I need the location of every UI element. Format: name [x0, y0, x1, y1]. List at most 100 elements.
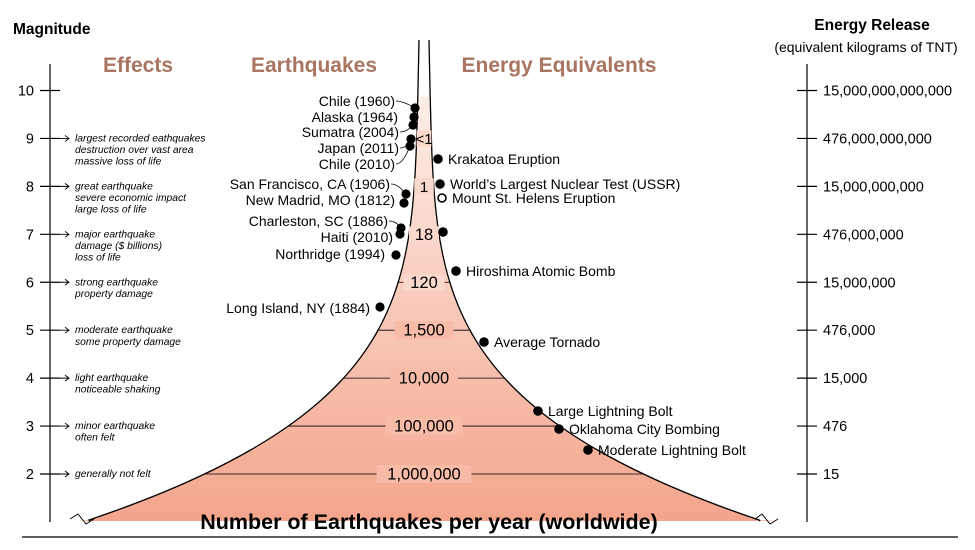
frequency-label: 100,000 — [394, 418, 454, 436]
earthquake-label: Alaska (1964) — [312, 109, 398, 125]
effect-arrow-icon — [60, 326, 70, 334]
energy-marker — [554, 424, 564, 434]
frequency-labels: <1 1 18 120 1,500 10,000 100,000 1,000,000 — [376, 130, 472, 484]
earthquake-marker — [375, 302, 385, 312]
energy-label: Moderate Lightning Bolt — [598, 442, 746, 458]
effect-text: generally not felt — [75, 469, 152, 480]
earthquake-label: Haiti (2010) — [321, 229, 393, 245]
energy-tick-label: 476 — [823, 419, 847, 435]
axis-break-left-icon — [69, 513, 95, 525]
energy-marker — [433, 154, 443, 164]
magnitude-tick-label: 4 — [26, 371, 34, 387]
energy-marker — [479, 337, 489, 347]
magnitude-tick-label: 6 — [26, 275, 34, 291]
frequency-label: 10,000 — [399, 370, 449, 388]
earthquake-label: San Francisco, CA (1906) — [230, 176, 390, 192]
frequency-label: 1,000,000 — [387, 466, 460, 484]
frequency-label-bg — [394, 321, 454, 340]
energy-label: Average Tornado — [494, 334, 600, 350]
energy-marker — [451, 266, 461, 276]
energy-axis-title: Energy Release — [814, 17, 930, 34]
effect-arrow-icon — [60, 422, 70, 430]
energy-tick-label: 476,000,000,000 — [823, 131, 932, 147]
earthquake-label: Chile (1960) — [319, 93, 395, 109]
effect-text: moderate earthquake — [75, 325, 173, 336]
frequency-label-bg — [414, 178, 434, 195]
energy-label: Large Lightning Bolt — [548, 403, 673, 419]
magnitude-ticks: 10 9 8 7 6 5 4 3 2 — [18, 84, 60, 483]
energy-label: Mount St. Helens Eruption — [452, 190, 615, 206]
effect-text: severe economic impact — [75, 193, 187, 204]
magnitude-tick-label: 8 — [26, 179, 34, 195]
frequency-label: <1 — [415, 131, 432, 148]
frequency-label: 1 — [420, 179, 428, 196]
earthquake-marker — [409, 112, 419, 122]
effect-text: largest recorded eathquakes — [75, 133, 206, 144]
effect-arrow-icon — [60, 278, 70, 286]
energy-marker-hollow — [437, 193, 447, 203]
frequency-funnel — [78, 97, 778, 521]
effect-text: property damage — [74, 289, 153, 300]
magnitude-tick-label: 3 — [26, 419, 34, 435]
effect-text: minor earthquake — [75, 421, 155, 432]
effect-arrow-icon — [60, 470, 70, 478]
magnitude-tick-label: 7 — [26, 227, 34, 243]
effect-text: massive loss of life — [75, 157, 162, 168]
energy-tick-label: 15,000,000,000 — [823, 179, 924, 195]
effect-text: destruction over vast area — [75, 145, 194, 156]
frequency-label-bg — [376, 465, 472, 483]
energy-label: Krakatoa Eruption — [448, 151, 560, 167]
energy-ticks: 15,000,000,000,000 476,000,000,000 15,000,… — [797, 84, 952, 483]
effect-text: often felt — [75, 433, 116, 444]
earthquake-marker — [406, 134, 416, 144]
effect-text: light earthquake — [75, 373, 149, 384]
effect-text: noticeable shaking — [75, 385, 161, 396]
earthquake-marker — [401, 189, 411, 199]
effects-header: Effects — [103, 54, 173, 77]
energy-tick-label: 15,000,000 — [823, 275, 896, 291]
footer-title: Number of Earthquakes per year (worldwid… — [200, 510, 658, 534]
earthquake-label: Long Island, NY (1884) — [226, 300, 370, 316]
earthquake-label: Japan (2011) — [318, 140, 399, 156]
funnel-left-edge — [87, 39, 420, 522]
energy-tick-label: 476,000 — [823, 323, 875, 339]
energy-marker — [533, 406, 543, 416]
magnitude-tick-label: 9 — [26, 131, 34, 147]
earthquake-label: Sumatra (2004) — [302, 124, 399, 140]
earthquake-label: Charleston, SC (1886) — [249, 213, 388, 229]
funnel-right-edge — [428, 39, 761, 522]
effect-text: damage ($ billions) — [75, 241, 162, 252]
effect-text: major earthquake — [75, 229, 155, 240]
magnitude-tick-label: 2 — [26, 467, 34, 483]
axis-break-right-icon — [754, 513, 779, 525]
energy-marker — [583, 445, 593, 455]
frequency-label-bg — [390, 369, 458, 388]
energy-equivalent-markers: Krakatoa Eruption World’s Largest Nuclear… — [433, 151, 746, 458]
energy-label: Hiroshima Atomic Bomb — [466, 263, 616, 279]
energy-tick-label: 15,000 — [823, 371, 867, 387]
magnitude-tick-label: 5 — [26, 323, 34, 339]
effect-arrow-icon — [60, 135, 70, 142]
energy-tick-label: 15,000,000,000,000 — [823, 84, 952, 100]
earthquake-label: Chile (2010) — [319, 156, 395, 172]
frequency-label: 18 — [415, 226, 433, 244]
magnitude-tick-label: 10 — [18, 84, 34, 100]
energy-equivalents-header: Energy Equivalents — [462, 54, 657, 77]
energy-tick-label: 476,000,000 — [823, 227, 904, 243]
earthquake-markers: Chile (1960)Alaska (1964)Sumatra (2004)J… — [226, 93, 420, 316]
earthquake-marker — [399, 198, 409, 208]
earthquake-marker — [391, 250, 401, 260]
earthquake-marker — [395, 229, 405, 239]
frequency-label-bg — [385, 417, 463, 436]
earthquake-marker — [405, 141, 415, 151]
effect-arrow-icon — [60, 230, 70, 238]
frequency-label-bg — [416, 130, 432, 147]
effect-text: loss of life — [75, 253, 121, 264]
earthquake-marker — [410, 103, 420, 113]
effect-text: large loss of life — [75, 205, 147, 216]
energy-marker — [435, 179, 445, 189]
earthquake-marker — [408, 120, 418, 130]
